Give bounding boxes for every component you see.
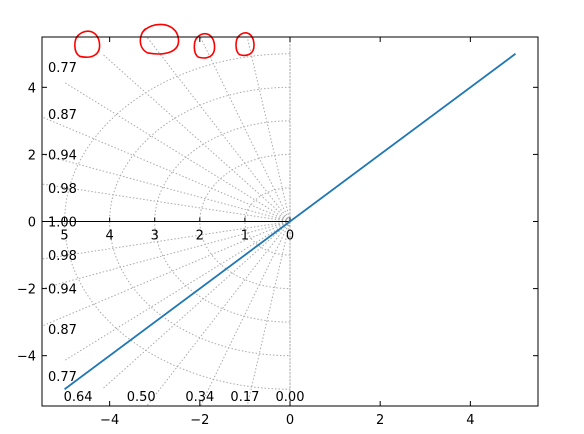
ratio-bottom-label: 0.64 [64, 390, 93, 405]
ratio-label: 1.00 [48, 216, 77, 231]
y-tick-label: 2 [28, 148, 36, 163]
ratio-bottom-label: 0.00 [276, 390, 305, 405]
inner-axis-tick-label: 4 [105, 229, 113, 244]
ratio-label: 0.87 [48, 108, 77, 123]
ratio-label: 0.94 [48, 148, 77, 163]
ratio-bottom-label: 0.50 [127, 390, 156, 405]
inner-axis-tick-label: 0 [286, 229, 294, 244]
x-tick-label: 0 [286, 413, 294, 428]
annotation-loop-2 [193, 32, 216, 59]
annotation-loop-1 [139, 23, 180, 55]
grid-spoke-6-up [42, 116, 291, 222]
smith-grid [42, 37, 291, 406]
grid-spoke-8-up [42, 183, 291, 222]
grid-spoke-6-down [42, 221, 291, 327]
grid-spoke-5-down [64, 221, 291, 362]
x-tick-label: 4 [466, 413, 474, 428]
ratio-label: 0.98 [48, 249, 77, 264]
inner-axis-tick-label: 3 [151, 229, 159, 244]
inner-axis-tick-label: 1 [241, 229, 249, 244]
inner-axis: 5 4 3 2 1 0 0.77 0.87 0.94 0.98 1.00 0.98 0.94 0.87 0.… [42, 61, 304, 405]
inner-axis-tick-label: 5 [60, 229, 68, 244]
series-line-0 [64, 53, 516, 390]
grid-spoke-4-down [102, 221, 291, 390]
x-tick-label: 2 [376, 413, 384, 428]
x-tick-label: −2 [190, 413, 209, 428]
ratio-label: 0.98 [48, 182, 77, 197]
x-tick-label: −4 [100, 413, 119, 428]
grid-spoke-3-down [146, 221, 291, 406]
y-tick-label: 0 [28, 216, 36, 231]
annotation-loop-0 [74, 30, 101, 58]
ratio-label: 0.77 [48, 61, 77, 76]
ratio-label: 0.94 [48, 283, 77, 298]
y-tick-label: −2 [17, 283, 36, 298]
grid-spoke-5-up [64, 81, 291, 222]
grid-spoke-3-up [146, 37, 291, 222]
inner-axis-tick-label: 2 [196, 229, 204, 244]
y-tick-label: −4 [17, 350, 36, 365]
annotation-layer [74, 23, 255, 59]
grid-spoke-4-up [102, 53, 291, 222]
grid-spoke-2-up [199, 37, 291, 222]
grid-spoke-1-up [246, 37, 291, 222]
ratio-bottom-label: 0.17 [230, 390, 259, 405]
y-tick-label: 4 [28, 81, 36, 96]
grid-spoke-8-down [42, 221, 291, 260]
annotation-loop-3 [235, 32, 255, 57]
ratio-label: 0.87 [48, 323, 77, 338]
grid-circle-3 [109, 86, 291, 357]
grid-spoke-2-down [199, 221, 291, 406]
ratio-label: 0.77 [48, 370, 77, 385]
series [64, 53, 516, 390]
axis-ticks: −4 −2 0 2 4 −4 −2 0 2 4 [17, 37, 538, 428]
ratio-bottom-label: 0.34 [185, 390, 214, 405]
